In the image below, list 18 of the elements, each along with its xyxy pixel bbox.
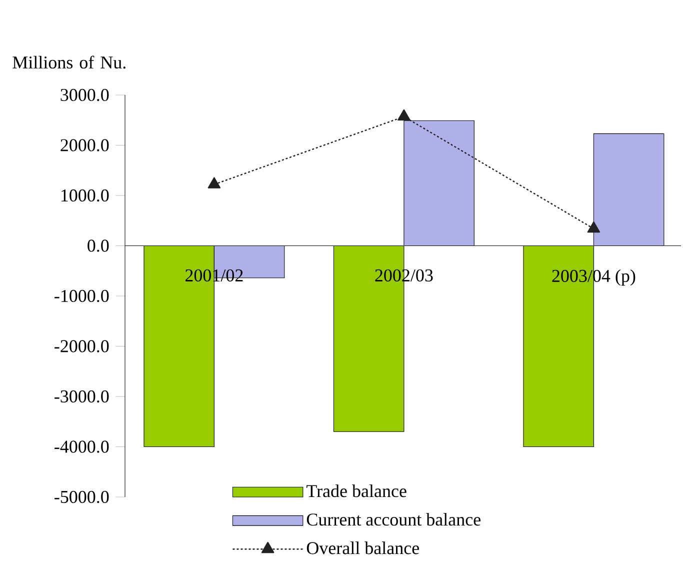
point (398, 109, 410, 121)
legend-label: Trade balance (306, 484, 406, 498)
y-tick-label: -1000.0 (54, 290, 109, 302)
y-tick-label: -5000.0 (54, 490, 109, 504)
point (587, 221, 600, 233)
y-tick-label: -3000.0 (54, 390, 109, 403)
x-tick-label: 2002/03 (375, 269, 433, 282)
y-tick-label: 2000.0 (60, 139, 109, 152)
x-tick-label: 2001/02 (185, 269, 243, 282)
y-tick-label: 0.0 (88, 240, 109, 252)
y-tick-label: 3000.0 (60, 88, 109, 102)
point (208, 177, 221, 188)
y-tick-label: 1000.0 (61, 189, 109, 202)
y-axis-title: Millions of Nu. (12, 56, 126, 69)
y-tick-label: -4000.0 (54, 440, 109, 453)
y-tick-label: -2000.0 (54, 340, 109, 352)
legend-label: Overall balance (306, 542, 419, 554)
legend-label: Current account balance (306, 513, 480, 526)
